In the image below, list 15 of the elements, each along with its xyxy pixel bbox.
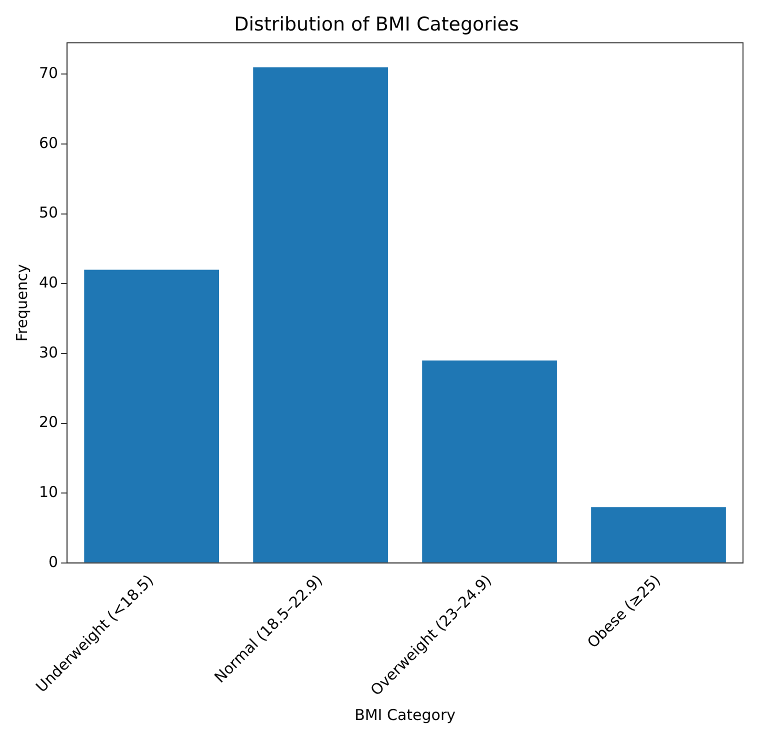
bar (253, 67, 388, 562)
bar (422, 360, 557, 562)
y-tick-label: 30 (38, 343, 58, 362)
x-axis-title: BMI Category (354, 706, 456, 724)
chart-title: Distribution of BMI Categories (234, 13, 519, 36)
bar (84, 270, 219, 562)
y-tick-label: 20 (38, 413, 58, 432)
y-tick-label: 70 (38, 64, 58, 82)
y-axis-title: Frequency (12, 264, 31, 342)
y-tick-label: 60 (38, 134, 58, 152)
y-tick-label: 50 (38, 204, 58, 222)
bar (591, 507, 726, 562)
y-tick-label: 10 (38, 483, 58, 502)
y-tick-label: 40 (38, 274, 58, 292)
y-tick-label: 0 (48, 552, 58, 571)
